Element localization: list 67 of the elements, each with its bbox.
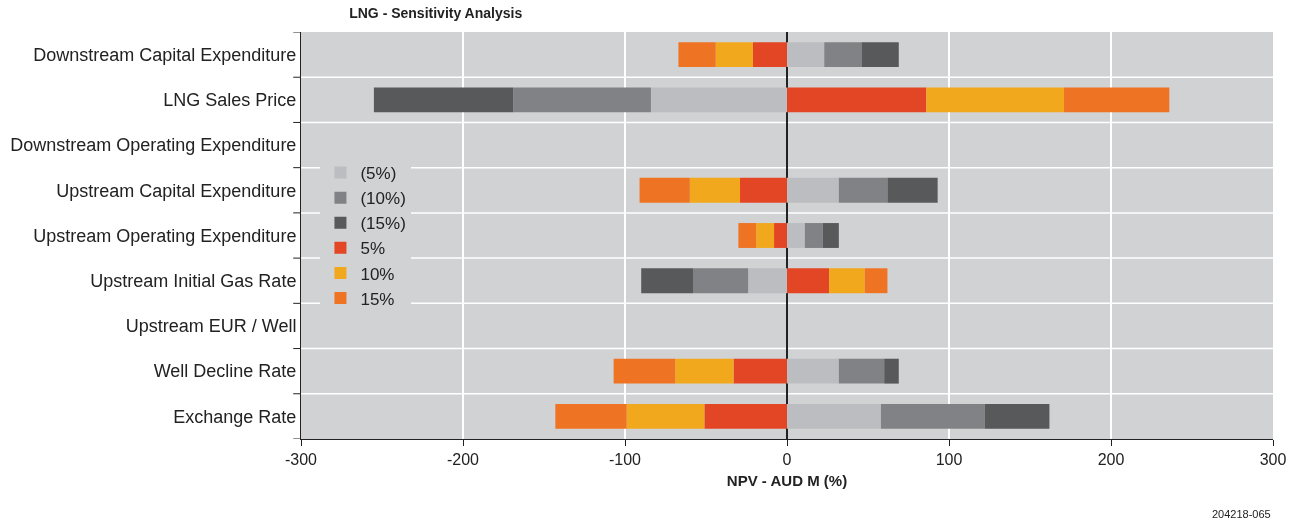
y-tick-label: Upstream Initial Gas Rate bbox=[90, 271, 297, 292]
bar bbox=[626, 403, 705, 429]
y-tick-label: Upstream EUR / Well bbox=[125, 316, 297, 337]
x-tick-label: 100 bbox=[935, 451, 963, 469]
x-tick-label: -200 bbox=[446, 451, 480, 469]
bar bbox=[822, 223, 839, 248]
bar bbox=[861, 42, 899, 68]
bar bbox=[733, 358, 787, 384]
bar bbox=[715, 42, 753, 68]
legend-label: (5%) bbox=[360, 164, 397, 184]
legend-label: (15%) bbox=[360, 214, 406, 234]
bar bbox=[787, 403, 881, 429]
bar bbox=[748, 268, 787, 294]
bar bbox=[824, 42, 862, 68]
bar bbox=[787, 177, 839, 203]
bar bbox=[926, 87, 1065, 113]
bar bbox=[678, 42, 716, 68]
bar bbox=[613, 358, 676, 384]
bar bbox=[774, 223, 787, 248]
x-tick-label: -300 bbox=[284, 451, 318, 469]
text: 204218-065 bbox=[1212, 508, 1271, 520]
bar bbox=[373, 87, 514, 113]
y-tick-label: Downstream Capital Expenditure bbox=[33, 44, 297, 65]
bar bbox=[838, 358, 885, 384]
bar bbox=[689, 177, 741, 203]
bar bbox=[884, 358, 899, 384]
bar bbox=[787, 42, 825, 68]
bar bbox=[740, 177, 787, 203]
bar bbox=[693, 268, 749, 294]
legend-label: (10%) bbox=[360, 189, 406, 209]
y-tick-label: Upstream Capital Expenditure bbox=[56, 180, 297, 201]
bar bbox=[787, 223, 805, 248]
bar bbox=[513, 87, 651, 113]
y-tick-label: Exchange Rate bbox=[173, 406, 297, 427]
bar bbox=[829, 268, 865, 294]
chart-title: LNG - Sensitivity Analysis bbox=[349, 4, 523, 21]
bar bbox=[887, 177, 938, 203]
legend-label: 15% bbox=[360, 289, 395, 309]
bar bbox=[639, 177, 690, 203]
bar bbox=[787, 87, 927, 113]
x-tick-label: -100 bbox=[608, 451, 642, 469]
y-tick-label: Upstream Operating Expenditure bbox=[33, 225, 297, 246]
bar bbox=[864, 268, 888, 294]
bar bbox=[756, 223, 775, 248]
bar bbox=[641, 268, 694, 294]
bar bbox=[984, 403, 1050, 429]
legend-label: 5% bbox=[360, 239, 386, 259]
y-tick-label: Downstream Operating Expenditure bbox=[10, 135, 297, 156]
bar bbox=[752, 42, 787, 68]
x-axis-title: NPV - AUD M (%) bbox=[726, 472, 848, 490]
x-tick-label: 300 bbox=[1259, 451, 1287, 469]
bar bbox=[880, 403, 985, 429]
bar bbox=[555, 403, 627, 429]
bar bbox=[704, 403, 787, 429]
bar bbox=[1064, 87, 1170, 113]
x-tick-label: 200 bbox=[1097, 451, 1125, 469]
bar bbox=[787, 358, 839, 384]
y-tick-label: Well Decline Rate bbox=[153, 361, 297, 382]
bar bbox=[675, 358, 734, 384]
bar bbox=[650, 87, 787, 113]
y-tick-label: LNG Sales Price bbox=[163, 90, 297, 111]
bar bbox=[738, 223, 757, 248]
legend-label: 10% bbox=[360, 264, 395, 284]
bar bbox=[804, 223, 823, 248]
bar bbox=[838, 177, 888, 203]
x-tick-label: 0 bbox=[782, 451, 792, 469]
bar bbox=[787, 268, 830, 294]
